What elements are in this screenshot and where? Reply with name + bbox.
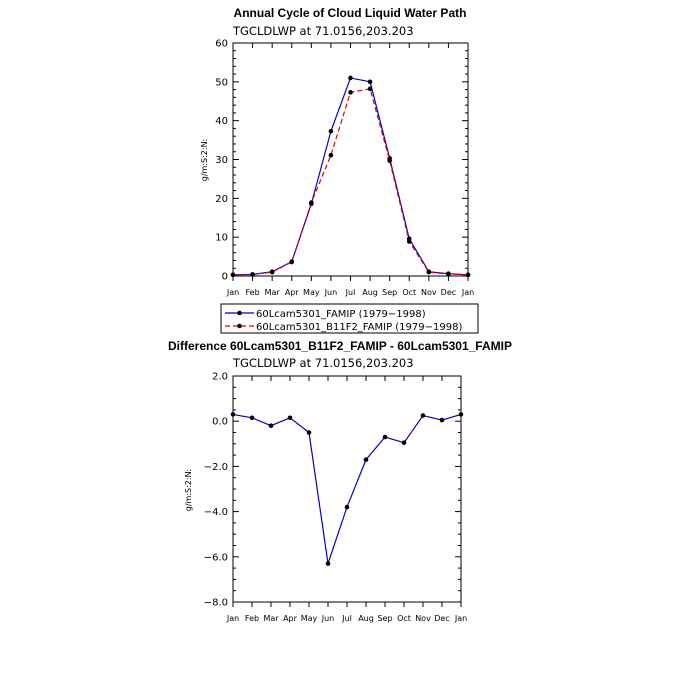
data-point (289, 259, 295, 265)
bottom-chart-yaxis: −8.0 −6.0 −4.0 −2.0 0.0 2.0 (204, 372, 461, 609)
x-tick-label: Sep (382, 288, 397, 297)
x-tick-label: Aug (362, 288, 378, 297)
x-tick-label: Jan (461, 288, 474, 297)
y-tick-label: 0 (222, 272, 228, 283)
data-point (269, 269, 275, 275)
legend-label-series-1: 60Lcam5301_FAMIP (1979−1998) (256, 309, 426, 320)
data-point (348, 75, 353, 81)
series-line-1 (232, 77, 469, 276)
data-point (344, 504, 350, 510)
x-tick-label: Jun (321, 614, 335, 623)
x-tick-label: Dec (434, 614, 449, 623)
x-tick-label: Apr (283, 614, 298, 623)
bottom-chart-series (230, 412, 464, 566)
x-tick-label: Mar (263, 614, 279, 623)
data-point (328, 128, 334, 134)
bottom-chart-subtitle: TGCLDLWP at 71.0156,203.203 (232, 356, 414, 370)
bottom-chart-frame (232, 375, 462, 603)
data-point (348, 90, 353, 95)
x-tick-label: Nov (415, 614, 431, 623)
legend-label-series-2: 60Lcam5301_B11F2_FAMIP (1979−1998) (256, 322, 462, 333)
data-point (446, 271, 451, 277)
data-point (325, 561, 331, 566)
x-tick-label: Aug (358, 614, 374, 623)
y-tick-label: 10 (215, 233, 228, 244)
x-tick-label: May (301, 614, 318, 623)
legend-marker-series-1 (237, 310, 242, 316)
x-tick-label: Nov (421, 288, 437, 297)
data-point (250, 272, 255, 277)
y-tick-label: 20 (215, 194, 228, 205)
data-point (382, 434, 388, 440)
data-point (439, 417, 445, 423)
y-tick-label: −4.0 (204, 507, 228, 518)
data-point (268, 423, 274, 429)
top-chart-xaxis: Jan Feb Mar Apr May Jun Jul Aug Sep Oct Nov Dec Jan (226, 43, 474, 297)
y-tick-label: 2.0 (212, 372, 228, 383)
data-point (367, 79, 373, 85)
top-chart-ylabel: g/m:S:2:N: (200, 139, 209, 182)
x-tick-label: Jan (454, 614, 467, 623)
bottom-chart-ylabel: g/m:S:2:N: (184, 469, 193, 512)
x-tick-label: Oct (397, 614, 411, 623)
data-point (401, 440, 407, 445)
x-tick-label: Jul (341, 614, 352, 623)
data-point (328, 152, 334, 158)
x-tick-label: Oct (402, 288, 416, 297)
series-line-2 (232, 88, 469, 276)
x-tick-label: May (303, 288, 320, 297)
x-tick-label: Jun (324, 288, 338, 297)
top-chart-yaxis: 0 10 20 30 40 50 60 (215, 39, 468, 283)
data-point (287, 415, 293, 421)
y-tick-label: 50 (215, 77, 228, 88)
x-tick-label: Sep (377, 614, 392, 623)
y-tick-label: 0.0 (212, 417, 228, 428)
y-tick-label: 60 (215, 39, 228, 50)
data-point (363, 457, 369, 462)
x-tick-label: Dec (441, 288, 456, 297)
data-point (309, 200, 314, 205)
y-tick-label: −8.0 (204, 598, 228, 609)
top-chart-subtitle: TGCLDLWP at 71.0156,203.203 (232, 24, 414, 38)
data-point (387, 158, 392, 163)
data-point (230, 412, 236, 417)
y-tick-label: −6.0 (204, 552, 228, 563)
data-point (367, 86, 373, 92)
x-tick-label: Jan (226, 614, 239, 623)
data-point (458, 412, 464, 417)
top-chart: Annual Cycle of Cloud Liquid Water Path … (200, 6, 474, 297)
x-tick-label: Jan (226, 288, 239, 297)
legend: 60Lcam5301_FAMIP (1979−1998) 60Lcam5301_… (220, 303, 479, 334)
data-point (420, 413, 426, 418)
y-tick-label: 40 (215, 116, 228, 127)
x-tick-label: Apr (285, 288, 300, 297)
data-point (230, 272, 236, 278)
bottom-chart-xaxis: Jan Feb Mar Apr May Jun Jul Aug Sep Oct Nov Dec Jan (226, 376, 467, 623)
data-point (465, 272, 471, 278)
series-line-1 (232, 413, 462, 565)
x-tick-label: Feb (245, 614, 259, 623)
top-chart-title: Annual Cycle of Cloud Liquid Water Path (234, 6, 467, 20)
top-chart-series (230, 75, 471, 278)
data-point (426, 269, 432, 275)
bottom-chart: Difference 60Lcam5301_B11F2_FAMIP - 60Lc… (168, 339, 512, 623)
x-tick-label: Feb (245, 288, 259, 297)
bottom-chart-title: Difference 60Lcam5301_B11F2_FAMIP - 60Lc… (168, 339, 512, 353)
x-tick-label: Jul (345, 288, 356, 297)
data-point (249, 415, 255, 421)
legend-box (220, 303, 479, 334)
y-tick-label: 30 (215, 155, 228, 166)
data-point (406, 239, 412, 244)
y-tick-label: −2.0 (204, 462, 228, 473)
x-tick-label: Mar (265, 288, 281, 297)
legend-marker-series-2 (237, 323, 242, 329)
data-point (306, 430, 312, 435)
